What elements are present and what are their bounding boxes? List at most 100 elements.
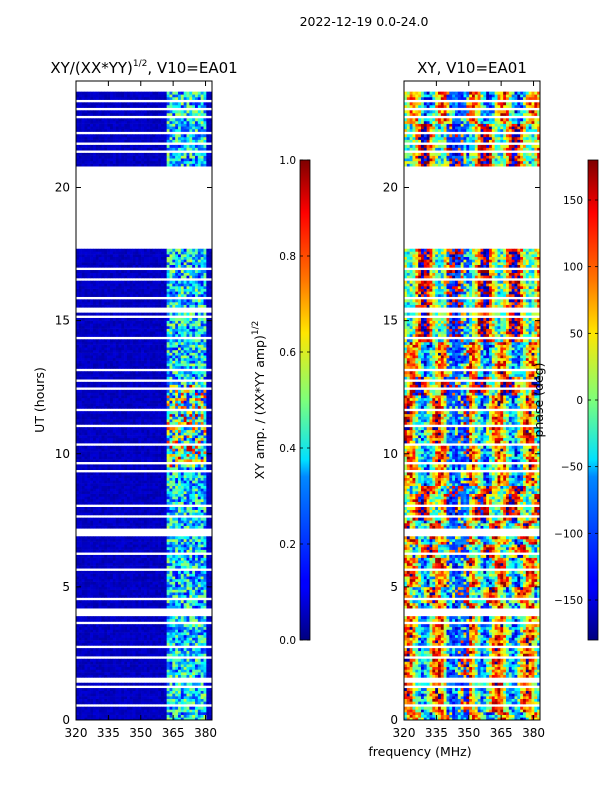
heatmap-cell — [183, 485, 187, 489]
heatmap-cell — [104, 648, 108, 652]
heatmap-cell — [95, 586, 99, 590]
heatmap-cell — [206, 682, 210, 686]
heatmap-cell — [78, 459, 82, 463]
heatmap-cell — [161, 549, 165, 553]
heatmap-cell — [161, 586, 165, 590]
heatmap-cell — [186, 592, 190, 596]
heatmap-cell — [146, 413, 150, 417]
heatmap-cell — [76, 661, 80, 665]
heatmap-cell — [203, 674, 207, 678]
heatmap-cell — [110, 632, 114, 636]
heatmap-cell — [189, 488, 193, 492]
heatmap-cell — [135, 586, 139, 590]
heatmap-cell — [186, 544, 190, 548]
heatmap-cell — [104, 480, 108, 484]
heatmap-cell — [81, 573, 85, 577]
heatmap-cell — [200, 573, 204, 577]
heatmap-cell — [101, 517, 105, 521]
heatmap-cell — [112, 419, 116, 423]
heatmap-cell — [87, 376, 91, 380]
heatmap-cell — [158, 626, 162, 630]
heatmap-cell — [115, 403, 119, 407]
heatmap-cell — [189, 549, 193, 553]
heatmap-cell — [203, 480, 207, 484]
heatmap-cell — [206, 640, 210, 644]
heatmap-cell — [189, 453, 193, 457]
heatmap-cell — [206, 573, 210, 577]
heatmap-cell — [195, 389, 199, 393]
heatmap-cell — [149, 538, 153, 542]
heatmap-cell — [163, 546, 167, 550]
heatmap-cell — [144, 578, 148, 582]
heatmap-cell — [183, 714, 187, 718]
heatmap-cell — [104, 682, 108, 686]
heatmap-cell — [127, 451, 131, 455]
heatmap-cell — [135, 640, 139, 644]
heatmap-cell — [144, 448, 148, 452]
heatmap-cell — [98, 669, 102, 673]
heatmap-cell — [115, 664, 119, 668]
heatmap-cell — [200, 709, 204, 713]
heatmap-cell — [180, 400, 184, 404]
heatmap-cell — [146, 554, 150, 558]
heatmap-cell — [206, 384, 210, 388]
heatmap-cell — [112, 584, 116, 588]
heatmap-cell — [87, 501, 91, 505]
heatmap-cell — [163, 573, 167, 577]
heatmap-cell — [104, 554, 108, 558]
heatmap-cell — [101, 389, 105, 393]
heatmap-cell — [84, 459, 88, 463]
heatmap-cell — [186, 664, 190, 668]
heatmap-cell — [175, 557, 179, 561]
heatmap-cell — [206, 629, 210, 633]
heatmap-cell — [101, 698, 105, 702]
heatmap-cell — [180, 696, 184, 699]
heatmap-cell — [115, 437, 119, 441]
heatmap-cell — [189, 389, 193, 393]
heatmap-cell — [200, 666, 204, 670]
heatmap-cell — [206, 714, 210, 718]
heatmap-cell — [107, 435, 111, 439]
heatmap-cell — [93, 520, 97, 524]
heatmap-cell — [110, 637, 114, 641]
heatmap-cell — [141, 493, 145, 497]
heatmap-cell — [209, 437, 212, 441]
heatmap-cell — [124, 403, 128, 407]
heatmap-cell — [195, 709, 199, 713]
heatmap-cell — [104, 666, 108, 670]
heatmap-cell — [84, 717, 88, 720]
heatmap-cell — [149, 605, 153, 609]
heatmap-cell — [158, 688, 162, 692]
heatmap-cell — [175, 483, 179, 486]
heatmap-cell — [90, 709, 94, 713]
heatmap-cell — [90, 507, 94, 510]
heatmap-cell — [192, 472, 196, 476]
heatmap-cell — [135, 512, 139, 516]
heatmap-cell — [203, 637, 207, 641]
heatmap-cell — [200, 714, 204, 718]
heatmap-cell — [132, 562, 136, 566]
heatmap-cell — [104, 544, 108, 548]
heatmap-cell — [104, 403, 108, 407]
heatmap-cell — [76, 485, 80, 489]
heatmap-cell — [144, 664, 148, 668]
heatmap-cell — [183, 522, 187, 526]
heatmap-cell — [146, 632, 150, 636]
heatmap-cell — [138, 624, 142, 628]
heatmap-cell — [209, 536, 212, 540]
heatmap-cell — [141, 522, 145, 526]
heatmap-cell — [129, 618, 133, 622]
heatmap-cell — [76, 429, 80, 433]
heatmap-cell — [169, 648, 173, 652]
heatmap-cell — [112, 578, 116, 582]
heatmap-cell — [110, 666, 114, 670]
heatmap-cell — [138, 717, 142, 720]
heatmap-cell — [121, 672, 125, 676]
heatmap-cell — [197, 435, 201, 439]
heatmap-cell — [118, 637, 122, 641]
heatmap-cell — [166, 554, 170, 558]
heatmap-cell — [178, 682, 182, 686]
heatmap-cell — [93, 381, 97, 385]
heatmap-cell — [90, 640, 94, 644]
heatmap-cell — [118, 560, 122, 564]
